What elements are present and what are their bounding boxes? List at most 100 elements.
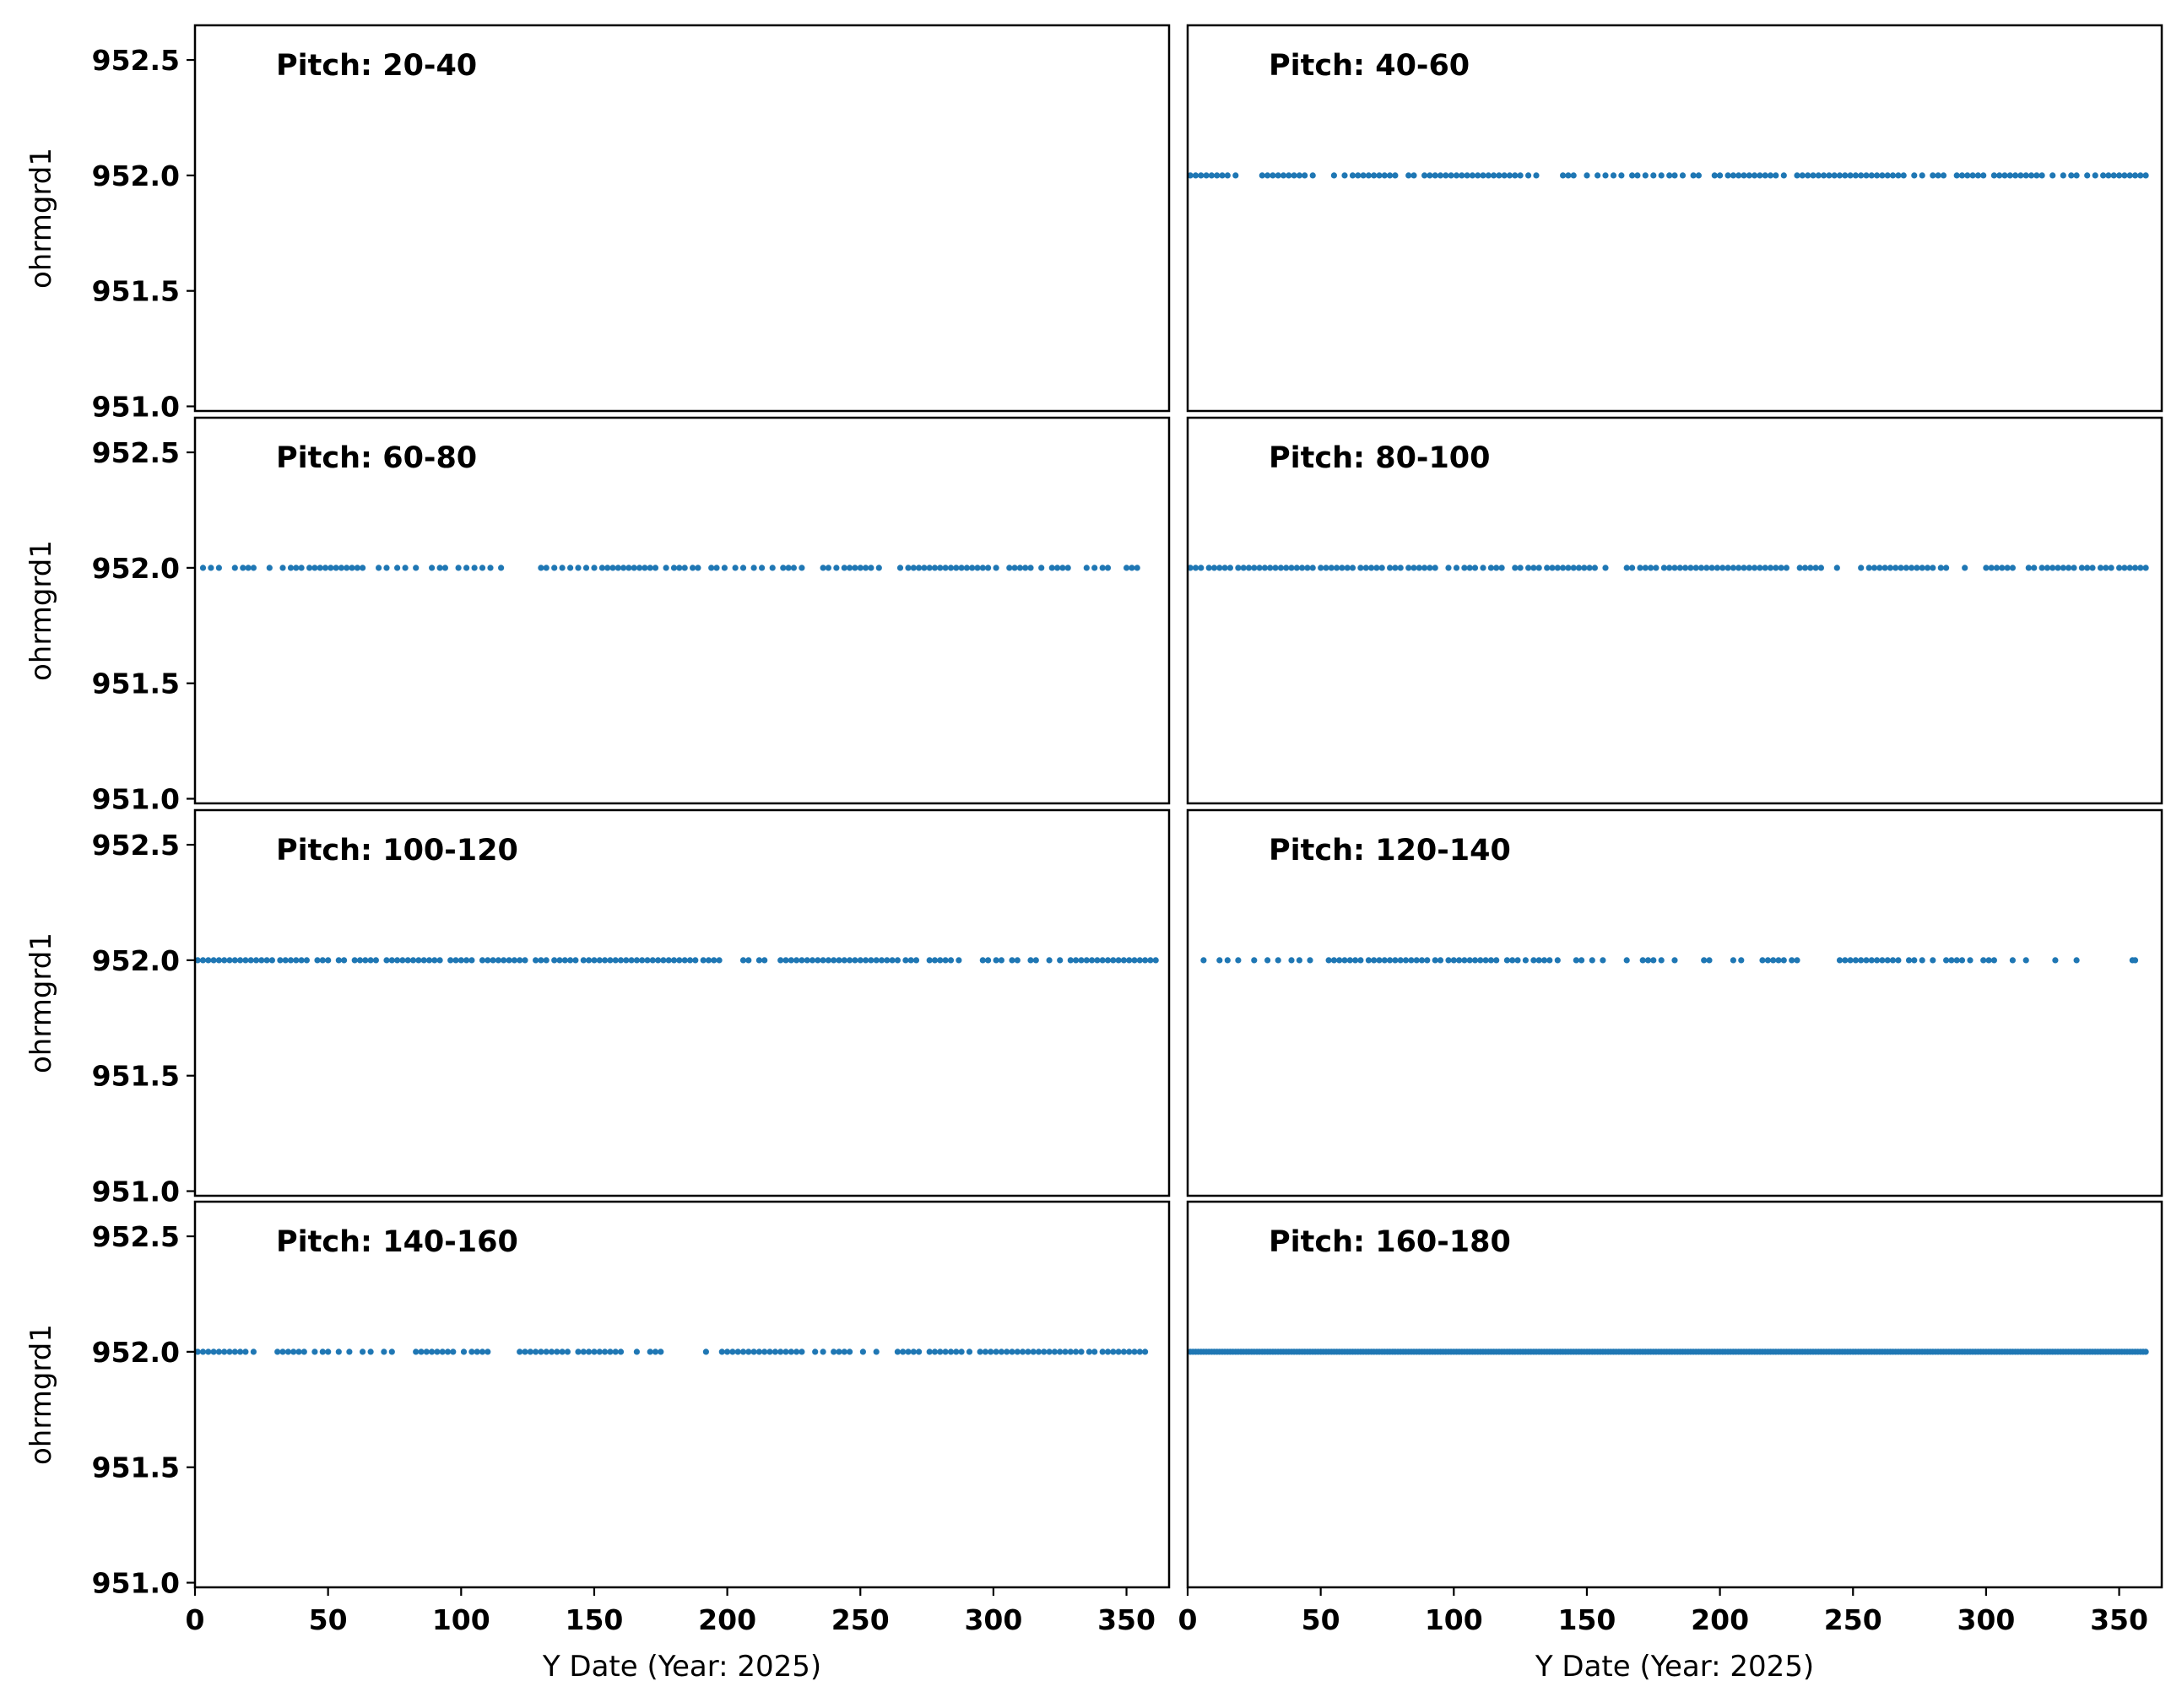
data-point	[623, 957, 630, 964]
data-point	[1219, 172, 1226, 179]
data-point	[958, 1349, 965, 1355]
data-point	[1703, 565, 1710, 571]
data-point	[2105, 172, 2112, 179]
data-point	[617, 1349, 625, 1355]
data-point	[237, 1349, 244, 1355]
data-point	[2116, 172, 2123, 179]
data-point	[1387, 172, 1394, 179]
data-point	[831, 957, 837, 964]
data-point	[1996, 172, 2003, 179]
data-point	[582, 565, 590, 571]
panel-2: Pitch: 40-60	[1186, 24, 2163, 413]
data-point	[979, 957, 986, 964]
data-point	[977, 1349, 983, 1355]
data-point	[1863, 172, 1870, 179]
data-point	[931, 1349, 939, 1355]
y-axis-label: ohrmgrd1	[24, 148, 58, 289]
data-point	[383, 957, 390, 964]
data-point	[1847, 172, 1854, 179]
data-point	[755, 957, 763, 964]
data-point	[998, 957, 1004, 964]
data-point	[485, 957, 491, 964]
data-point	[620, 565, 627, 571]
data-point	[1221, 565, 1228, 571]
data-point	[1522, 957, 1529, 964]
data-point	[561, 957, 568, 964]
data-point	[1757, 172, 1763, 179]
y-axis-label: ohrmgrd1	[24, 540, 58, 681]
data-point	[799, 1349, 805, 1355]
data-point	[1889, 957, 1897, 964]
data-point	[1099, 1349, 1106, 1355]
data-point	[303, 957, 310, 964]
data-point	[1485, 172, 1492, 179]
data-point	[479, 565, 486, 571]
data-point	[354, 565, 360, 571]
data-point	[1205, 565, 1212, 571]
data-point	[2084, 565, 2091, 571]
data-point	[205, 957, 212, 964]
data-point	[836, 957, 842, 964]
data-point	[1480, 172, 1486, 179]
data-point	[937, 957, 944, 964]
data-point	[652, 565, 659, 571]
data-point	[1352, 957, 1359, 964]
data-point	[247, 957, 254, 964]
data-point	[793, 957, 800, 964]
data-point	[985, 957, 992, 964]
data-point	[450, 1349, 457, 1355]
data-point	[2092, 172, 2098, 179]
data-point	[1355, 172, 1362, 179]
data-point	[1789, 957, 1795, 964]
data-point	[495, 957, 502, 964]
data-point	[1600, 957, 1606, 964]
data-point	[522, 957, 528, 964]
data-point	[1004, 1349, 1010, 1355]
data-point	[1027, 565, 1034, 571]
data-point	[586, 1349, 593, 1355]
data-point	[1658, 957, 1665, 964]
data-point	[602, 957, 609, 964]
data-point	[1679, 172, 1687, 179]
data-point	[1086, 1349, 1092, 1355]
data-point	[263, 957, 270, 964]
data-point	[1958, 957, 1966, 964]
data-point	[1812, 565, 1819, 571]
data-point	[825, 565, 832, 571]
data-point	[287, 565, 295, 571]
data-point	[205, 1349, 212, 1355]
data-point	[1078, 1349, 1085, 1355]
data-point	[444, 1349, 452, 1355]
data-point	[306, 565, 313, 571]
data-point	[609, 565, 616, 571]
data-point	[942, 565, 949, 571]
data-point	[1498, 565, 1505, 571]
data-point	[2049, 172, 2056, 179]
panel-6: Pitch: 120-140	[1186, 808, 2163, 1197]
data-point	[468, 1349, 475, 1355]
data-point	[772, 1349, 779, 1355]
data-point	[644, 957, 651, 964]
data-point	[1115, 957, 1122, 964]
data-point	[290, 1349, 297, 1355]
data-point	[1413, 957, 1420, 964]
data-point	[517, 1349, 523, 1355]
data-point	[1030, 1349, 1037, 1355]
data-point	[1530, 565, 1537, 571]
y-tick-label: 952.0	[92, 944, 180, 977]
data-point	[1919, 172, 1925, 179]
data-point	[1868, 957, 1875, 964]
data-point	[1757, 565, 1763, 571]
data-point	[625, 565, 632, 571]
data-point	[1762, 565, 1768, 571]
data-point	[231, 1349, 238, 1355]
data-point	[575, 1349, 582, 1355]
data-point	[559, 1349, 566, 1355]
data-point	[1767, 565, 1774, 571]
data-point	[681, 957, 688, 964]
data-point	[1041, 1349, 1048, 1355]
data-point	[551, 565, 558, 571]
data-point	[1937, 565, 1944, 571]
y-tick-label: 951.5	[92, 275, 180, 308]
data-point	[1535, 565, 1542, 571]
